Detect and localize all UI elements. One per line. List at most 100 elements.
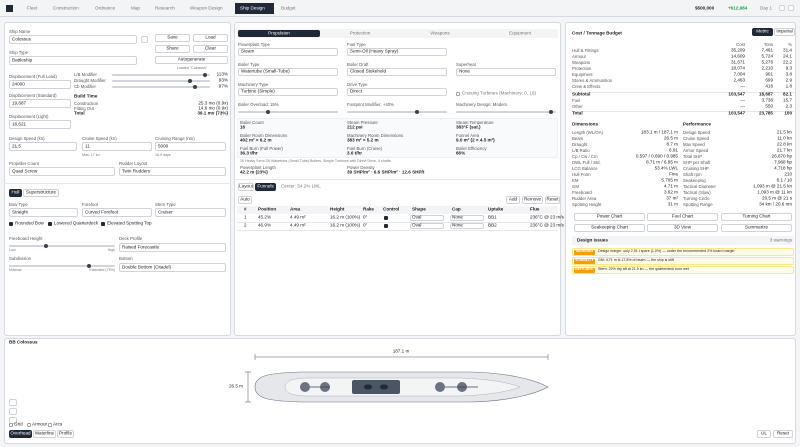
controls[interactable]: Reset xyxy=(776,430,790,436)
stern[interactable]: Cruiser xyxy=(158,209,173,215)
slider-track[interactable] xyxy=(347,111,447,113)
slider-track[interactable] xyxy=(112,86,210,88)
charts[interactable]: Power Chart xyxy=(596,213,623,219)
add[interactable]: Add xyxy=(508,196,518,202)
tabs[interactable]: Funnels xyxy=(257,183,274,189)
autogenerate[interactable]: Autogenerate xyxy=(177,56,206,62)
slider-thumb[interactable] xyxy=(549,110,553,114)
tabs[interactable]: Superstructure xyxy=(25,189,57,195)
slider-track[interactable] xyxy=(112,74,210,76)
items[interactable]: Weapon Design xyxy=(190,5,223,11)
input[interactable] xyxy=(9,35,137,44)
cruising-turbines[interactable]: Cruising Turbines (Machinery: 0, 16) xyxy=(462,90,537,96)
tabs[interactable]: Weapons xyxy=(430,30,450,36)
units[interactable]: Metric xyxy=(756,28,769,34)
charts[interactable]: Seakeeping Chart xyxy=(591,224,628,230)
button[interactable] xyxy=(255,183,276,191)
slider-track[interactable] xyxy=(456,111,556,113)
charts[interactable]: 3D View xyxy=(673,224,692,230)
charts[interactable]: Summarize xyxy=(744,224,769,230)
value[interactable]: Semi-Oil (Heavy Spray) xyxy=(350,48,399,54)
zoom-button[interactable] xyxy=(9,399,17,406)
icon-button[interactable] xyxy=(141,36,148,43)
slider-track[interactable] xyxy=(112,80,210,82)
button[interactable] xyxy=(574,224,645,232)
slider-thumb[interactable] xyxy=(44,244,49,248)
views[interactable]: Profile xyxy=(58,430,73,436)
icon-button[interactable] xyxy=(779,5,785,11)
button[interactable] xyxy=(155,56,228,64)
input[interactable] xyxy=(119,167,226,176)
range[interactable]: 5000 xyxy=(158,143,169,149)
ship-type[interactable]: Battleship xyxy=(12,57,33,63)
checks[interactable]: Rounded Bow xyxy=(15,220,44,226)
slider-thumb[interactable] xyxy=(86,264,91,268)
button[interactable] xyxy=(752,28,773,36)
input[interactable] xyxy=(9,208,78,217)
nav-active[interactable] xyxy=(235,3,274,14)
button[interactable] xyxy=(238,30,320,37)
checkbox[interactable] xyxy=(9,423,13,427)
checkbox[interactable] xyxy=(101,222,105,226)
slider-thumb[interactable] xyxy=(193,85,198,89)
tabs[interactable]: Hull xyxy=(11,189,20,195)
clear[interactable]: Clear xyxy=(205,45,216,51)
input[interactable] xyxy=(119,243,226,252)
toggles[interactable]: Grid xyxy=(14,421,23,427)
icon-button[interactable] xyxy=(788,5,794,11)
items[interactable]: Construction xyxy=(53,5,79,11)
button[interactable] xyxy=(33,430,56,438)
button[interactable] xyxy=(155,45,190,53)
button[interactable] xyxy=(155,34,190,42)
button[interactable] xyxy=(506,196,520,204)
input[interactable] xyxy=(9,167,115,176)
items[interactable]: Budget xyxy=(281,5,296,11)
load[interactable]: Load xyxy=(205,34,216,40)
bow[interactable]: Straight xyxy=(12,209,28,215)
remove[interactable]: Remove xyxy=(523,196,542,202)
reset[interactable]: Reset xyxy=(546,196,559,202)
checkbox[interactable] xyxy=(384,216,388,220)
button[interactable] xyxy=(238,183,254,191)
button[interactable] xyxy=(522,196,543,204)
input[interactable] xyxy=(347,68,447,76)
rows[interactable]: Oval xyxy=(412,214,422,220)
input[interactable] xyxy=(456,68,556,76)
input[interactable] xyxy=(82,208,152,217)
rows[interactable]: None xyxy=(452,214,463,220)
button[interactable] xyxy=(757,430,771,438)
disp-full[interactable]: 24000 xyxy=(12,81,25,87)
charts[interactable]: Fuel Chart xyxy=(671,213,694,219)
charts[interactable]: Turning Chart xyxy=(742,213,771,219)
value[interactable]: Direct xyxy=(350,88,362,94)
checks[interactable]: Elevated Spotting Top xyxy=(107,220,152,226)
input[interactable] xyxy=(238,68,338,76)
views[interactable]: Overhead xyxy=(10,430,31,436)
save[interactable]: Save xyxy=(167,34,178,40)
button[interactable] xyxy=(721,213,792,221)
input[interactable] xyxy=(155,208,226,217)
button[interactable] xyxy=(9,430,32,438)
button[interactable] xyxy=(773,430,793,438)
units[interactable]: Imperial xyxy=(776,28,793,34)
items[interactable]: Fleet xyxy=(27,5,38,11)
select[interactable] xyxy=(410,223,444,229)
views[interactable]: Waterline xyxy=(34,430,55,436)
button[interactable] xyxy=(9,189,22,197)
input[interactable] xyxy=(347,48,447,56)
slider-track[interactable] xyxy=(9,265,115,267)
input[interactable] xyxy=(9,120,71,129)
button[interactable] xyxy=(57,430,74,438)
input[interactable] xyxy=(347,88,447,96)
input[interactable] xyxy=(9,80,71,89)
slider-thumb[interactable] xyxy=(415,110,419,114)
button[interactable] xyxy=(574,213,645,221)
tabs[interactable]: Propulsion xyxy=(268,30,290,36)
input[interactable] xyxy=(9,56,137,65)
slider-thumb[interactable] xyxy=(188,79,193,83)
zoom-button[interactable] xyxy=(9,408,17,415)
share[interactable]: Share xyxy=(166,45,179,51)
slider-thumb[interactable] xyxy=(203,73,208,77)
rows[interactable]: Oval xyxy=(412,222,422,228)
value[interactable]: Watertube (Small-Tube) xyxy=(241,68,290,74)
